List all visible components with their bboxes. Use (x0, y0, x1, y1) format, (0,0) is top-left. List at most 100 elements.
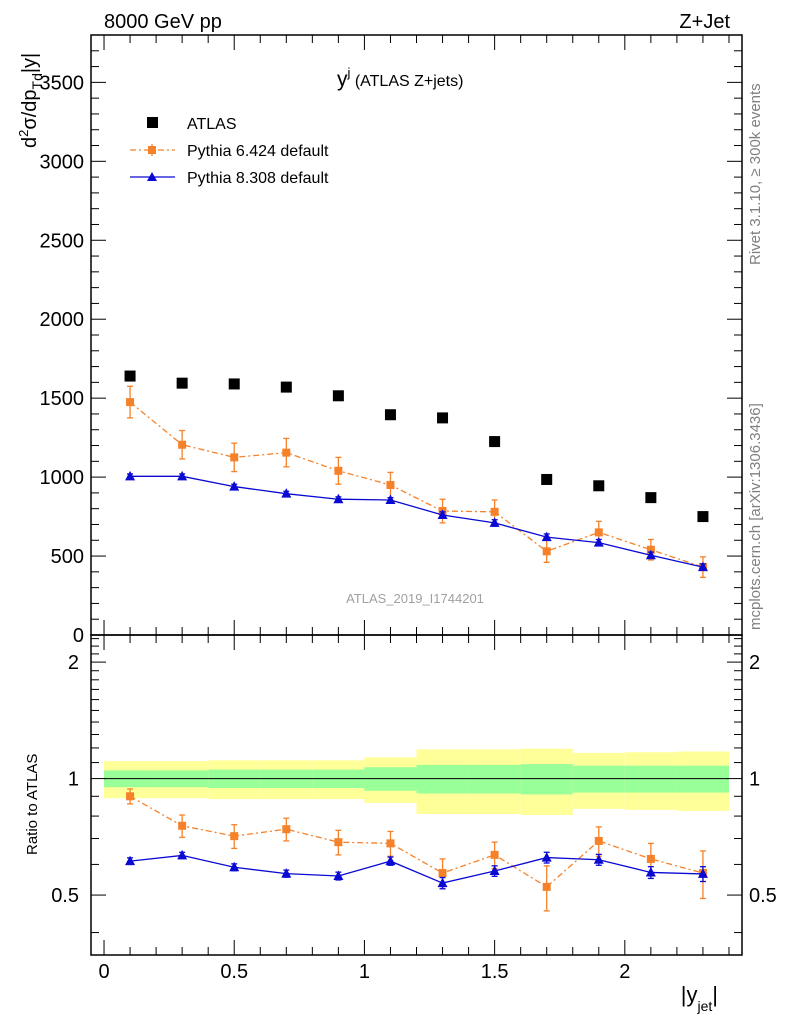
pythia8-point (333, 493, 344, 504)
main-y-tick-label: 0 (73, 625, 84, 647)
legend-label-pythia8: Pythia 8.308 default (187, 170, 329, 187)
rivet-label: Rivet 3.1.10, ≥ 300k events (747, 83, 764, 265)
pythia8-point (229, 481, 240, 491)
main-x-ticks (103, 35, 730, 635)
ratio-pythia8-point (177, 849, 188, 860)
ratio-x-ticks: 0 0.5 1 1.5 2 (98, 635, 730, 983)
ratio-pythia8-point (645, 866, 656, 877)
header-left: 8000 GeV pp (104, 11, 222, 33)
ratio-pythia6-point (594, 836, 603, 845)
atlas-point (489, 436, 501, 448)
ratio-y-axis-label: Ratio to ATLAS (24, 754, 41, 855)
atlas-point (228, 378, 240, 390)
ratio-pythia8-point (385, 855, 396, 866)
ratio-pythia8-point (489, 865, 500, 875)
main-y-tick-label: 3000 (40, 151, 85, 173)
pythia6-point (230, 453, 239, 462)
atlas-point (280, 381, 292, 393)
main-y-tick-label: 1500 (40, 388, 85, 410)
ratio-pythia8-point (541, 852, 552, 862)
main-y-tick-label: 2000 (40, 309, 85, 331)
ratio-pythia8-point (593, 854, 604, 864)
ratio-pythia8-line (129, 854, 703, 884)
main-marks (124, 370, 709, 579)
atlas-point (593, 480, 605, 492)
legend-marker-atlas (147, 117, 158, 128)
pythia8-point (281, 488, 292, 498)
ratio-pythia8-point (697, 868, 708, 878)
atlas-point (384, 409, 396, 421)
main-y-tick-label: 3500 (40, 72, 85, 94)
ratio-pythia6-point (334, 838, 343, 847)
ratio-y-tick-label-right: 0.5 (749, 885, 777, 907)
ratio-stat-uncertainty-band (468, 764, 521, 794)
pythia6-point (178, 440, 187, 449)
pythia6-point (386, 481, 395, 489)
ratio-pythia6-point (282, 825, 291, 834)
ratio-uncertainty-bands (104, 748, 729, 816)
ratio-stat-uncertainty-band (676, 765, 729, 793)
ratio-y-tick-label: 0.5 (51, 885, 79, 907)
pythia6-point (542, 547, 551, 556)
pythia8-point (489, 517, 500, 527)
pythia6-point (282, 448, 291, 457)
ratio-pythia8-point (333, 870, 344, 881)
legend: ATLAS Pythia 6.424 default Pythia 8.308 … (130, 116, 329, 187)
ratio-y-tick-label-right: 2 (749, 652, 760, 674)
pythia8-point (177, 470, 188, 481)
atlas-point (541, 473, 553, 485)
analysis-watermark: ATLAS_2019_I1744201 (346, 591, 484, 606)
atlas-point (332, 390, 344, 402)
main-y-axis-label: d2σ/dpTd|y| (16, 53, 45, 148)
pythia6-point (646, 545, 655, 554)
main-y-tick-label: 1000 (40, 467, 85, 489)
header-right: Z+Jet (679, 11, 730, 33)
ratio-pythia8-point (125, 855, 136, 866)
ratio-pythia6-point (542, 882, 551, 891)
pythia8-point (645, 549, 656, 560)
ratio-pythia6-point (490, 850, 499, 859)
legend-marker-pythia8 (147, 172, 157, 181)
main-title: yj (ATLAS Z+jets) (337, 65, 463, 91)
pythia8-point (541, 531, 552, 542)
ratio-pythia8-point (437, 877, 448, 888)
atlas-point (124, 370, 136, 382)
ratio-stat-uncertainty-band (520, 764, 573, 795)
ratio-pythia6-point (386, 839, 395, 848)
main-panel: 0 500 1000 1500 2000 2500 3000 3500 yj (ATLAS Z… (16, 34, 743, 647)
pythia8-point (385, 494, 396, 504)
ratio-stat-uncertainty-band (572, 765, 625, 793)
pythia8-line (130, 475, 704, 568)
pythia6-point (594, 528, 603, 537)
ratio-stat-uncertainty-band (416, 764, 469, 794)
pythia8-point (437, 509, 448, 519)
pythia8-point (125, 470, 136, 481)
ratio-y-tick-label-right: 1 (749, 769, 760, 791)
x-tick-label: 0.5 (220, 961, 248, 983)
ratio-pythia6-point (178, 821, 187, 830)
pythia8-point (697, 561, 708, 572)
ratio-pythia6-point (438, 869, 447, 878)
mcplots-label: mcplots.cern.ch [arXiv:1306.3436] (747, 403, 764, 630)
legend-label-atlas: ATLAS (187, 116, 237, 133)
x-tick-label: 0 (98, 961, 109, 983)
ratio-y-tick-label: 2 (68, 652, 79, 674)
ratio-pythia6-point (646, 854, 655, 863)
pythia8-point (593, 537, 604, 547)
ratio-pythia6-point (230, 832, 239, 841)
x-tick-label: 1 (359, 961, 370, 983)
legend-marker-pythia6 (148, 146, 156, 154)
main-y-tick-label: 2500 (40, 230, 85, 252)
ratio-y-ticks: 0.5 0.5 1 1 2 2 (51, 638, 777, 934)
x-tick-label: 1.5 (481, 961, 509, 983)
pythia6-line (129, 401, 704, 568)
ratio-stat-uncertainty-band (624, 765, 677, 793)
atlas-point (176, 377, 188, 389)
main-y-ticks: 0 500 1000 1500 2000 2500 3000 3500 (40, 34, 742, 647)
ratio-marks (125, 788, 708, 912)
atlas-point (437, 412, 449, 424)
pythia6-point (490, 507, 499, 516)
pythia6-point (126, 398, 135, 407)
legend-label-pythia6: Pythia 6.424 default (187, 143, 329, 160)
atlas-point (697, 511, 709, 523)
